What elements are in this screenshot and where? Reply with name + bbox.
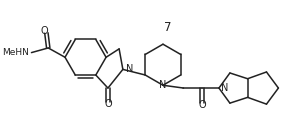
Text: N: N bbox=[126, 64, 133, 74]
Text: N: N bbox=[159, 80, 167, 90]
Text: N: N bbox=[221, 83, 228, 93]
Text: 7: 7 bbox=[164, 21, 171, 34]
Text: O: O bbox=[198, 100, 206, 110]
Text: O: O bbox=[104, 99, 112, 109]
Text: MeHN: MeHN bbox=[2, 48, 29, 57]
Text: O: O bbox=[41, 26, 48, 36]
